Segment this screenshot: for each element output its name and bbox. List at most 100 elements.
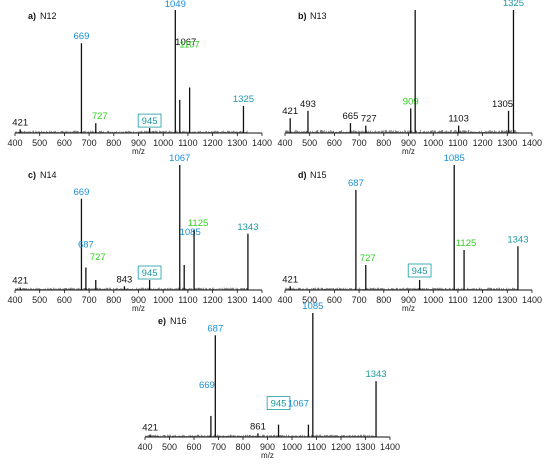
x-tick-label: 1100 xyxy=(448,138,467,148)
x-tick-label: 500 xyxy=(32,138,47,148)
x-tick-label: 1000 xyxy=(153,295,173,305)
peak-label-1085: 1085 xyxy=(180,227,201,238)
x-tick-label: 900 xyxy=(401,138,416,148)
x-tick-label: 1300 xyxy=(227,138,247,148)
x-tick-label: 400 xyxy=(277,138,292,148)
peak-label-1125: 1125 xyxy=(456,238,476,249)
x-tick-label: 1100 xyxy=(178,295,197,305)
peak-label-945: 945 xyxy=(142,268,158,279)
x-tick-label: 1200 xyxy=(331,442,351,452)
peak-label-421: 421 xyxy=(142,423,158,434)
x-tick-label: 500 xyxy=(302,295,317,305)
peak-label-669: 669 xyxy=(74,31,90,42)
panel-title: N15 xyxy=(310,170,327,180)
panel-letter: e) xyxy=(158,316,166,326)
peak-label-1343: 1343 xyxy=(507,234,528,245)
x-tick-label: 1300 xyxy=(497,295,517,305)
peak-label-945: 945 xyxy=(271,399,287,410)
x-tick-label: 500 xyxy=(302,138,317,148)
peak-label-1085: 1085 xyxy=(302,301,323,312)
peak-label-box xyxy=(407,263,432,278)
peak-label-1325: 1325 xyxy=(233,94,254,105)
peak-label-669: 669 xyxy=(199,380,215,391)
panel-letter: c) xyxy=(28,170,36,180)
spectrum-panel-n16: e) N16 400 500 600 700 800 900 1000 1100 1200 1300 1… xyxy=(137,301,400,460)
panel-title: N12 xyxy=(40,11,57,21)
x-tick-label: 1200 xyxy=(203,138,223,148)
x-tick-label: 1200 xyxy=(473,138,493,148)
spectrum-panel-n14: c) N14 400 500 600 700 800 900 1000 1100 1200 1300 1… xyxy=(7,153,272,313)
x-tick-label: 900 xyxy=(131,138,146,148)
x-tick-label: 900 xyxy=(260,442,275,452)
x-tick-label: 600 xyxy=(186,442,201,452)
peak-label-861: 861 xyxy=(250,421,266,432)
x-tick-label: 1400 xyxy=(380,442,400,452)
spectrum-panel-n13: b) N13 400 500 600 700 800 900 1000 1100 1200 1300 1… xyxy=(277,0,542,156)
x-tick-label: 600 xyxy=(327,295,342,305)
x-tick-label: 1000 xyxy=(153,138,173,148)
peak-label-669: 669 xyxy=(74,187,90,198)
x-tick-label: 600 xyxy=(327,138,342,148)
peak-label-843: 843 xyxy=(116,274,132,285)
peak-label-1067: 1067 xyxy=(175,37,196,48)
x-tick-label: 1000 xyxy=(282,442,302,452)
peak-label-1305: 1305 xyxy=(492,99,513,110)
x-tick-label: 1100 xyxy=(448,295,467,305)
x-tick-label: 900 xyxy=(131,295,146,305)
peak-label-687: 687 xyxy=(207,323,223,334)
x-tick-label: 600 xyxy=(57,295,72,305)
peak-label-421: 421 xyxy=(12,117,28,128)
x-tick-label: 1300 xyxy=(227,295,247,305)
panel-title: N16 xyxy=(170,316,187,326)
peak-label-665: 665 xyxy=(343,111,359,122)
peak-label-727: 727 xyxy=(92,111,108,122)
x-tick-label: 900 xyxy=(401,295,416,305)
panel-title: N13 xyxy=(310,11,327,21)
peak-label-727: 727 xyxy=(360,253,376,264)
x-tick-label: 400 xyxy=(277,295,292,305)
peak-label-1103: 1103 xyxy=(448,114,468,125)
peak-label-945: 945 xyxy=(142,116,158,127)
panel-letter: d) xyxy=(298,170,307,180)
x-tick-label: 500 xyxy=(32,295,47,305)
peak-label-945: 945 xyxy=(412,266,428,277)
peak-label-687: 687 xyxy=(348,178,364,189)
peak-label-1085: 1085 xyxy=(444,153,465,164)
x-tick-label: 800 xyxy=(235,442,250,452)
x-tick-label: 1400 xyxy=(522,295,542,305)
peak-label-box xyxy=(137,113,162,128)
x-tick-label: 700 xyxy=(82,295,97,305)
panel-letter: b) xyxy=(298,11,307,21)
x-tick-label: 1000 xyxy=(423,138,443,148)
peak-label-1343: 1343 xyxy=(237,222,258,233)
x-axis-label: m/z xyxy=(261,451,274,460)
x-tick-label: 400 xyxy=(137,442,152,452)
peak-label-1049: 1049 xyxy=(165,0,186,10)
peak-label-493: 493 xyxy=(300,99,316,110)
x-axis-label: m/z xyxy=(402,304,415,313)
x-tick-label: 500 xyxy=(162,442,177,452)
x-tick-label: 700 xyxy=(82,138,97,148)
x-tick-label: 800 xyxy=(376,138,391,148)
x-tick-label: 1200 xyxy=(473,295,493,305)
peak-label-1125: 1125 xyxy=(188,218,208,229)
x-tick-label: 1400 xyxy=(522,138,542,148)
peak-label-421: 421 xyxy=(282,106,298,117)
x-tick-label: 600 xyxy=(57,138,72,148)
peak-label-box xyxy=(137,265,162,280)
x-tick-label: 1200 xyxy=(203,295,223,305)
x-tick-label: 1100 xyxy=(307,442,326,452)
x-tick-label: 1400 xyxy=(252,295,272,305)
peak-label-421: 421 xyxy=(282,274,298,285)
peak-label-1067: 1067 xyxy=(169,153,190,164)
x-tick-label: 700 xyxy=(352,138,367,148)
peak-label-727: 727 xyxy=(90,252,106,263)
peak-label-1343: 1343 xyxy=(365,369,386,380)
peak-label-687: 687 xyxy=(78,240,94,251)
spectrum-panel-n15: d) N15 400 500 600 700 800 900 1000 1100 1200 1300 1… xyxy=(277,153,542,313)
panel-title: N14 xyxy=(40,170,57,180)
x-tick-label: 1000 xyxy=(423,295,443,305)
peak-label-909: 909 xyxy=(403,96,419,107)
peak-label-box xyxy=(266,396,291,411)
x-axis-label: m/z xyxy=(402,147,415,156)
